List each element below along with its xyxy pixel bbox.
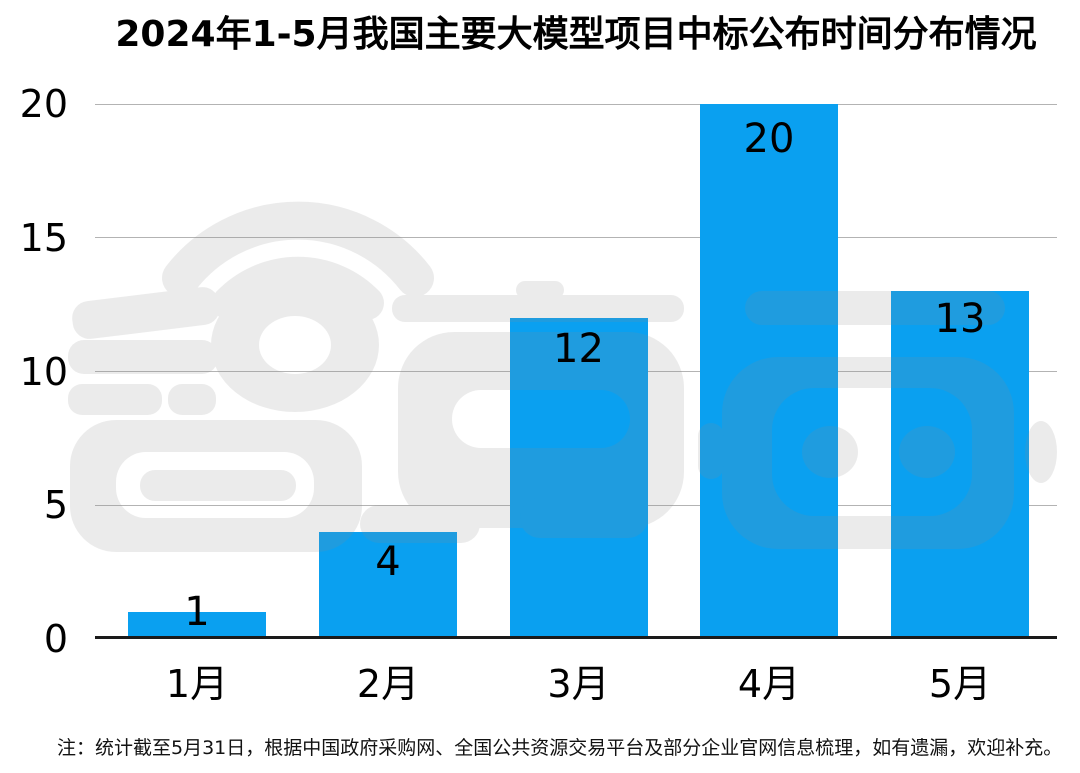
bar-value-label-3: 12 (553, 326, 604, 372)
bar-5 (891, 291, 1029, 639)
bar-3 (509, 318, 648, 639)
x-tick-label-4: 4月 (737, 662, 801, 706)
y-tick-label-20: 20 (19, 82, 68, 126)
bar-value-label-1: 1 (184, 589, 210, 636)
y-tick-label-15: 15 (19, 215, 68, 260)
gridline-15 (95, 237, 1057, 239)
bar-value-label-4: 20 (743, 116, 795, 162)
bar-value-label-5: 13 (934, 296, 986, 343)
chart-title: 2024年1-5月我国主要大模型项目中标公布时间分布情况 (115, 14, 1037, 55)
bar-value-label-2: 4 (375, 539, 401, 585)
x-tick-label-3: 3月 (547, 662, 610, 706)
y-tick-label-10: 10 (19, 349, 68, 394)
x-tick-label-1: 1月 (165, 662, 229, 706)
wifi-arc-inner-icon (212, 256, 384, 320)
x-tick-label-2: 2月 (356, 662, 420, 706)
y-tick-label-5: 5 (43, 483, 68, 528)
x-tick-label-5: 5月 (928, 662, 992, 706)
bar-1 (128, 612, 266, 639)
footnote: 注：统计截至5月31日，根据中国政府采购网、全国公共资源交易平台及部分企业官网信… (57, 737, 1063, 759)
x-axis-line (95, 636, 1057, 639)
gridline-20 (95, 103, 1057, 105)
bar-4 (700, 104, 838, 639)
y-tick-label-0: 0 (43, 617, 68, 661)
bar-2 (319, 532, 457, 639)
wifi-arc-outer-icon (162, 201, 434, 297)
